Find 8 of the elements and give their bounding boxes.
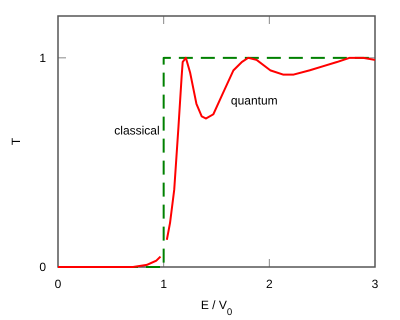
x-tick-label: 3 bbox=[372, 277, 379, 291]
x-tick-label: 0 bbox=[54, 277, 62, 291]
y-axis-title: T bbox=[9, 137, 23, 146]
series-label: classical bbox=[114, 123, 160, 138]
x-axis-title: E / V$_{0}$ bbox=[200, 298, 232, 318]
series-label: quantum bbox=[230, 93, 278, 108]
x-tick-label: 2 bbox=[266, 277, 273, 291]
x-tick-label: 1 bbox=[160, 277, 168, 291]
